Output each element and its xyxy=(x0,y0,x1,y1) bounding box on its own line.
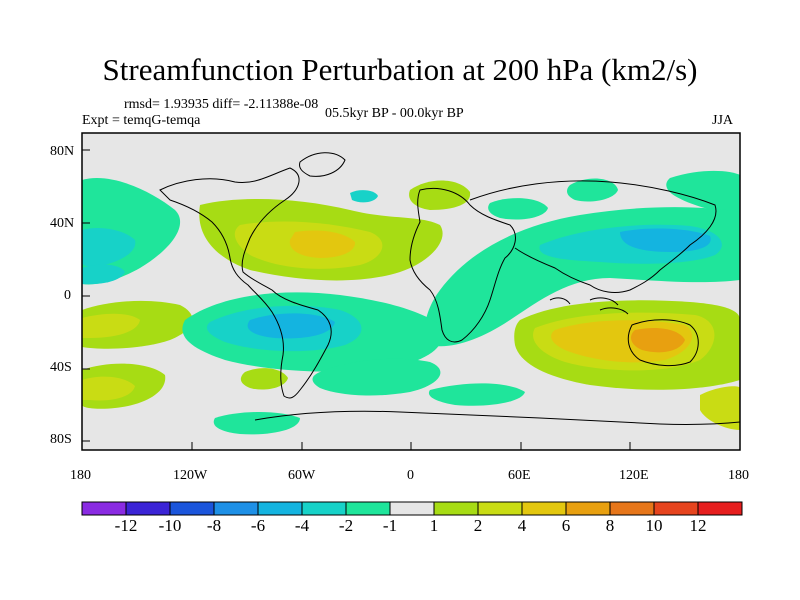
colorbar-label: 4 xyxy=(517,516,527,535)
colorbar-box xyxy=(213,501,259,516)
americas-coastline xyxy=(159,167,332,399)
colorbar-box xyxy=(477,501,523,516)
lat-tick-80n: 80N xyxy=(50,144,75,159)
contour-antarctic-teal xyxy=(213,412,300,435)
lon-tick-180e: 180 xyxy=(728,468,749,483)
colorbar-box xyxy=(433,501,479,516)
contour-siberia-teal xyxy=(567,178,618,202)
maritime-continent-coastline xyxy=(549,297,629,315)
contour-europe-green xyxy=(409,180,471,210)
lat-tick-0: 0 xyxy=(64,288,71,303)
colorbar-box xyxy=(521,501,567,516)
contour-aus-dark-orange xyxy=(630,328,685,353)
colorbar-box xyxy=(257,501,303,516)
contour-sind-teal xyxy=(428,383,525,406)
coastlines xyxy=(159,152,740,425)
colorbar-label: -4 xyxy=(294,516,310,535)
season-label: JJA xyxy=(712,113,734,128)
colorbar-label: -1 xyxy=(382,516,398,535)
lat-tick-40s: 40S xyxy=(50,360,72,375)
background-neutral xyxy=(82,133,740,450)
contour-spac-yellow xyxy=(82,313,140,338)
colorbar-box xyxy=(697,501,743,516)
lon-tick-60w: 60W xyxy=(288,468,316,483)
colorbar-box xyxy=(81,501,127,516)
tick-marks xyxy=(82,149,631,450)
map-title: Streamfunction Perturbation at 200 hPa (… xyxy=(102,52,698,87)
lat-tick-40n: 40N xyxy=(50,216,75,231)
colorbar xyxy=(81,501,743,516)
contour-satl-blue xyxy=(247,313,335,339)
contour-asia-blue xyxy=(620,228,711,252)
colorbar-label: 8 xyxy=(605,516,615,535)
rmsd-text: rmsd= 1.93935 diff= -2.11388e-08 xyxy=(124,97,319,112)
colorbar-box xyxy=(565,501,611,516)
antarctica-coastline xyxy=(254,410,740,425)
contour-se-yellow xyxy=(700,386,740,430)
contour-field xyxy=(82,133,740,450)
colorbar-label: 10 xyxy=(645,516,663,535)
colorbar-label: 1 xyxy=(429,516,439,535)
colorbar-box xyxy=(125,501,171,516)
contour-small-cyan xyxy=(350,190,378,203)
experiment-text: Expt = temqG-temqa xyxy=(82,113,201,128)
contour-sam-green xyxy=(240,368,288,390)
lon-tick-60e: 60E xyxy=(508,468,531,483)
contour-npac-cyan xyxy=(82,228,136,267)
contour-europe-teal xyxy=(488,198,548,220)
colorbar-label: 2 xyxy=(473,516,483,535)
colorbar-box xyxy=(609,501,655,516)
colorbar-box xyxy=(653,501,699,516)
contour-natl-orange xyxy=(289,230,356,258)
contour-npac-east xyxy=(666,170,740,215)
colorbar-label: -10 xyxy=(158,516,182,535)
asia-coastline xyxy=(469,180,717,293)
greenland-coastline xyxy=(299,152,346,177)
contour-soc-teal xyxy=(312,358,441,396)
lat-tick-80s: 80S xyxy=(50,432,72,447)
africa-europe-coastline xyxy=(409,187,516,343)
colorbar-box xyxy=(345,501,391,516)
colorbar-box xyxy=(301,501,347,516)
colorbar-box xyxy=(169,501,215,516)
colorbar-label: -12 xyxy=(114,516,138,535)
colorbar-label: -6 xyxy=(250,516,266,535)
colorbar-box xyxy=(389,501,435,516)
lon-tick-120w: 120W xyxy=(173,468,208,483)
contour-sw-yellow xyxy=(82,376,135,401)
contour-epac-cyan xyxy=(82,264,125,285)
colorbar-label: -2 xyxy=(338,516,354,535)
colorbar-label: 12 xyxy=(689,516,707,535)
period-text: 05.5kyr BP - 00.0kyr BP xyxy=(325,106,464,121)
lon-tick-120e: 120E xyxy=(619,468,649,483)
colorbar-label: 6 xyxy=(561,516,571,535)
lon-tick-0: 0 xyxy=(407,468,414,483)
colorbar-label: -8 xyxy=(206,516,222,535)
australia-coastline xyxy=(627,319,699,367)
lon-tick-180w: 180 xyxy=(70,468,91,483)
